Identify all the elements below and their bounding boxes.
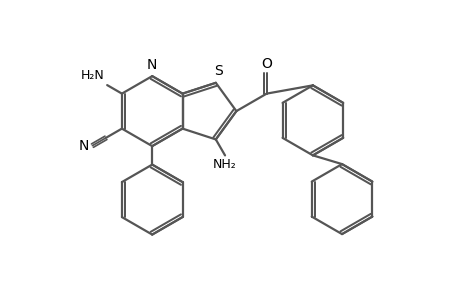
Text: N: N (147, 58, 157, 72)
Text: NH₂: NH₂ (213, 158, 236, 171)
Text: N: N (78, 139, 89, 153)
Text: S: S (213, 64, 222, 78)
Text: O: O (261, 57, 272, 71)
Text: H₂N: H₂N (81, 69, 105, 82)
